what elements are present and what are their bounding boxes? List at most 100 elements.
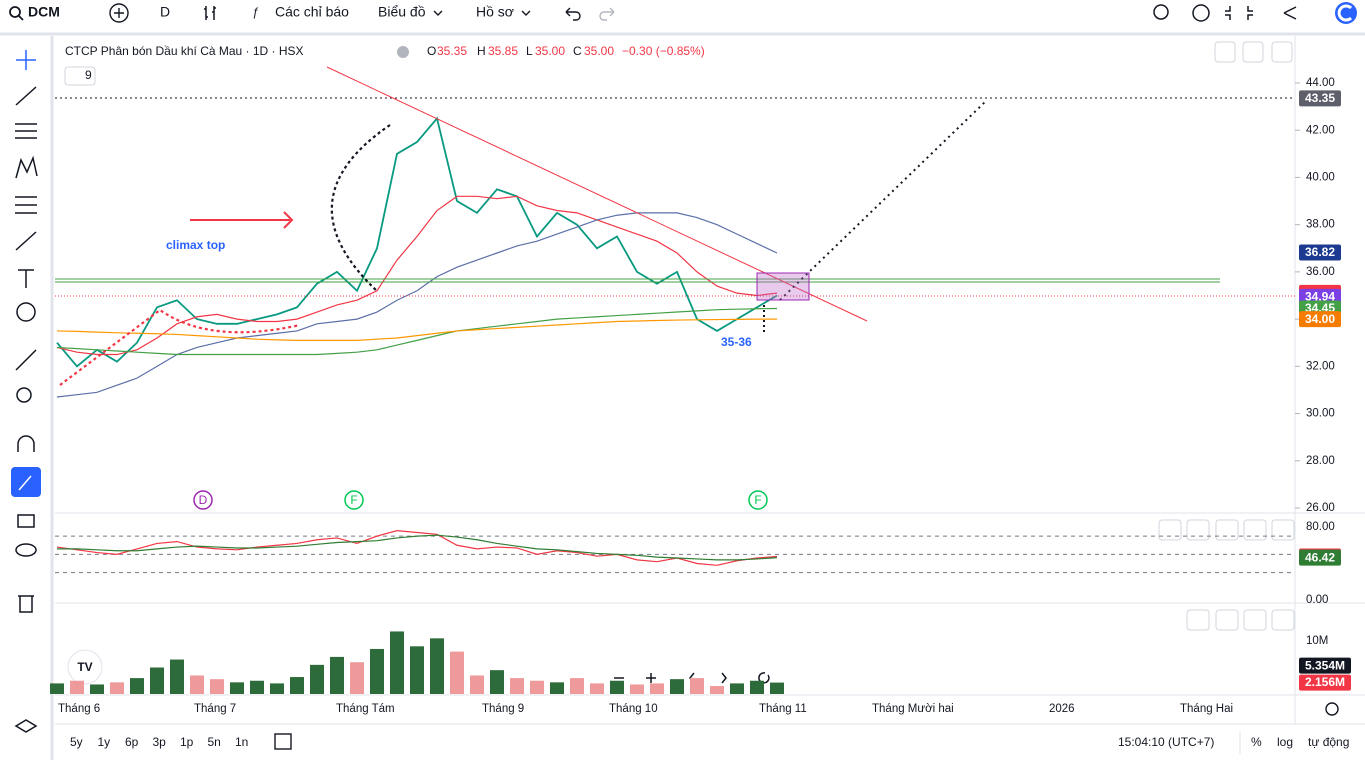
bar-style-button[interactable] [204, 6, 216, 20]
pane-button[interactable] [1186, 609, 1210, 631]
range-button[interactable]: 5n [208, 735, 221, 749]
pane-button[interactable] [1215, 609, 1239, 631]
ohlc-change: −0.30 (−0.85%) [622, 44, 705, 58]
quick-search-button[interactable] [1153, 4, 1169, 20]
volume-bar [270, 683, 284, 694]
arc-drawing [59, 308, 301, 386]
series-line [57, 534, 778, 561]
lock-tool[interactable] [17, 514, 35, 528]
x-tick-label: Tháng 6 [58, 703, 100, 715]
y-tick-label: 26.00 [1306, 502, 1335, 514]
indicators-toggle[interactable] [64, 66, 96, 86]
volume-bar [510, 678, 524, 694]
x-tick-label: Tháng Mười hai [872, 703, 954, 715]
event-marker[interactable] [344, 490, 364, 510]
event-marker[interactable] [193, 490, 213, 510]
redo-button[interactable] [599, 7, 615, 21]
scroll-right[interactable] [721, 672, 727, 684]
hide-tool[interactable] [15, 543, 37, 557]
date-range-button[interactable] [274, 733, 292, 750]
crosshair-tool[interactable] [16, 50, 36, 70]
volume-bar [70, 680, 84, 694]
fullscreen-button[interactable] [1225, 6, 1253, 20]
settings-button[interactable] [1192, 4, 1210, 22]
indicators-button[interactable]: Các chỉ báo [275, 4, 349, 20]
trendline-tool[interactable] [15, 86, 37, 106]
volume-bar [190, 675, 204, 694]
volume-bar [450, 651, 464, 694]
pane-button[interactable] [1214, 41, 1236, 63]
pane-button[interactable] [1158, 519, 1182, 541]
text-tool[interactable] [18, 269, 34, 288]
fib-tool[interactable] [15, 123, 37, 139]
volume-bar [390, 631, 404, 694]
ohlc-close: 35.00 [584, 44, 614, 58]
volume-bar [730, 683, 744, 694]
pattern-tool[interactable] [15, 155, 38, 179]
series-line [56, 195, 778, 356]
pane-button[interactable] [1243, 609, 1267, 631]
menu-dot[interactable] [397, 46, 409, 58]
axis-settings[interactable] [1325, 702, 1339, 716]
range-button[interactable]: 5y [70, 735, 83, 749]
measure-tool[interactable] [15, 349, 37, 371]
event-label: F [754, 493, 761, 507]
volume-bar [170, 659, 184, 694]
zone-box [756, 272, 810, 301]
volume-badge [1299, 657, 1351, 674]
volume-bar [690, 678, 704, 694]
range-button[interactable]: 1y [98, 735, 111, 749]
interval-button[interactable]: D [160, 4, 170, 20]
volume-bar [590, 683, 604, 694]
auto-toggle[interactable]: tự động [1308, 735, 1349, 749]
ohlc-low: 35.00 [535, 44, 565, 58]
price-badge-label: 43.35 [1305, 91, 1335, 105]
range-button[interactable]: 3p [153, 735, 167, 749]
pane-button[interactable] [1271, 519, 1295, 541]
volume-bar [250, 680, 264, 694]
volume-bar [330, 656, 344, 694]
pane-button[interactable] [1215, 519, 1239, 541]
pane-button[interactable] [1271, 41, 1293, 63]
object-tree-button[interactable] [14, 719, 38, 733]
ohlc-open: 35.35 [437, 44, 467, 58]
logo-badge[interactable] [67, 649, 103, 685]
range-button[interactable]: 1p [180, 735, 194, 749]
emoji-tool[interactable] [16, 302, 36, 322]
volume-bar [50, 683, 64, 694]
log-toggle[interactable]: log [1277, 735, 1293, 749]
add-symbol-button[interactable] [109, 3, 129, 23]
range-button[interactable]: 6p [125, 735, 139, 749]
zoom-tool[interactable] [16, 387, 32, 403]
search-icon[interactable] [9, 6, 21, 18]
pane-button[interactable] [1242, 41, 1264, 63]
percent-toggle[interactable]: % [1251, 735, 1262, 749]
magnet-tool[interactable] [17, 435, 35, 452]
price-badge [1299, 244, 1341, 261]
range-button[interactable]: 1n [235, 735, 248, 749]
volume-bar [550, 682, 564, 694]
volume-bar [310, 664, 324, 694]
pane-button[interactable] [1243, 519, 1267, 541]
projection-tool[interactable] [15, 196, 37, 214]
volume-bar [650, 683, 664, 694]
y-tick-label: 38.00 [1306, 219, 1335, 231]
chart-menu-button[interactable]: Biểu đồ [378, 4, 426, 20]
x-tick-label: 2026 [1049, 703, 1075, 715]
chevron [433, 10, 443, 16]
brush-tool[interactable] [15, 231, 37, 251]
price-badge-label: 46.42 [1305, 550, 1335, 564]
undo-button[interactable] [565, 7, 581, 21]
delete-tool[interactable] [18, 595, 34, 613]
pane-button[interactable] [1271, 609, 1295, 631]
zoom-in[interactable] [646, 673, 656, 683]
share-button[interactable] [1283, 6, 1297, 20]
series-line [56, 318, 777, 341]
volume-badge-label: 2.156M [1305, 675, 1345, 689]
symbol[interactable]: DCM [28, 4, 60, 20]
pane-button[interactable] [1186, 519, 1210, 541]
volume-bar [770, 682, 784, 694]
profile-button[interactable]: Hồ sơ [476, 4, 514, 20]
event-marker[interactable] [748, 490, 768, 510]
